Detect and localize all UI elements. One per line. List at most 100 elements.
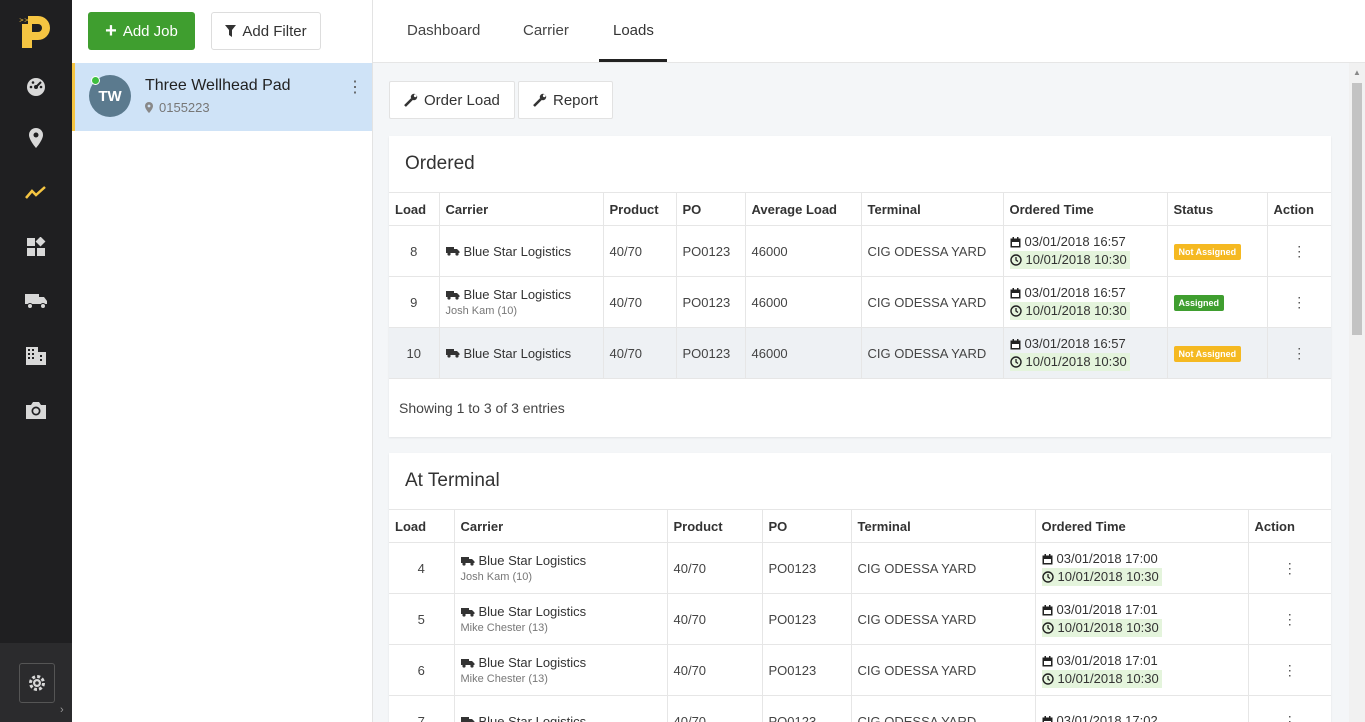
col-po[interactable]: PO (676, 192, 746, 226)
product-cell: 40/70 (603, 225, 677, 277)
expand-rail-chevron-icon[interactable]: › (60, 704, 64, 716)
driver-name: Mike Chester (13) (460, 673, 548, 685)
app-logo[interactable]: >> (18, 12, 54, 50)
col-product[interactable]: Product (603, 192, 677, 226)
carrier-name: Blue Star Logistics (445, 346, 597, 361)
report-button[interactable]: Report (518, 81, 614, 119)
carrier-cell: Blue Star Logistics Mike Chester (13) (454, 644, 668, 696)
row-menu-icon[interactable]: ⋮ (1282, 661, 1297, 678)
job-name: Three Wellhead Pad (145, 77, 291, 94)
col-status[interactable]: Status (1167, 192, 1268, 226)
camera-icon[interactable] (24, 398, 48, 422)
load-number: 7 (389, 695, 455, 722)
terminal-cell: CIG ODESSA YARD (851, 695, 1036, 722)
action-cell: ⋮ (1267, 276, 1331, 328)
row-menu-icon[interactable]: ⋮ (1282, 712, 1297, 722)
jobs-panel: + Add Job Add Filter TW Three Wellhead P… (72, 0, 373, 722)
col-terminal[interactable]: Terminal (861, 192, 1004, 226)
add-job-button[interactable]: + Add Job (88, 12, 195, 50)
eta-time: 10/01/2018 10:30 (1041, 568, 1162, 586)
widgets-icon[interactable] (24, 235, 48, 259)
table-row[interactable]: 10 Blue Star Logistics 40/70 PO0123 46000 CIG… (389, 327, 1331, 379)
ordered-time-cell: 03/01/2018 16:57 10/01/2018 10:30 (1003, 327, 1168, 379)
col-load[interactable]: Load (389, 509, 455, 543)
online-status-dot (91, 76, 100, 85)
row-menu-icon[interactable]: ⋮ (1282, 610, 1297, 627)
table-row[interactable]: 6 Blue Star Logistics Mike Chester (13) 40/… (389, 644, 1331, 696)
calendar-icon (1042, 604, 1052, 615)
product-cell: 40/70 (667, 695, 763, 722)
vertical-scrollbar[interactable]: ▲ (1349, 63, 1365, 722)
product-cell: 40/70 (603, 276, 677, 328)
ordered-time: 03/01/2018 17:01 (1042, 652, 1242, 670)
add-filter-button[interactable]: Add Filter (211, 12, 321, 50)
average-load-cell: 46000 (745, 225, 862, 277)
col-action: Action (1248, 509, 1331, 543)
plus-icon: + (105, 20, 117, 42)
ordered-time-cell: 03/01/2018 17:01 10/01/2018 10:30 (1035, 593, 1249, 645)
tab-dashboard[interactable]: Dashboard (407, 22, 481, 39)
ordered-header-row: Load Carrier Product PO Average Load Ter… (389, 192, 1331, 226)
eta-time: 10/01/2018 10:30 (1009, 302, 1130, 320)
carrier-name: Blue Star Logistics (460, 714, 661, 722)
load-number: 9 (389, 276, 440, 328)
row-menu-icon[interactable]: ⋮ (1292, 344, 1307, 361)
at-terminal-panel: At Terminal Load Carrier Product PO Term… (389, 453, 1331, 722)
action-cell: ⋮ (1248, 593, 1331, 645)
left-nav-rail: >> › (0, 0, 72, 722)
row-menu-icon[interactable]: ⋮ (1292, 242, 1307, 259)
ordered-panel: Ordered Load Carrier Product PO Average … (389, 136, 1331, 437)
ordered-time-cell: 03/01/2018 16:57 10/01/2018 10:30 (1003, 225, 1168, 277)
truck-icon[interactable] (24, 289, 48, 313)
po-cell: PO0123 (762, 542, 852, 594)
truck-icon (460, 556, 474, 566)
ordered-entries-info: Showing 1 to 3 of 3 entries (399, 400, 565, 416)
col-product[interactable]: Product (667, 509, 763, 543)
trend-icon[interactable] (24, 180, 48, 204)
carrier-name: Blue Star Logistics (460, 553, 661, 568)
table-row[interactable]: 8 Blue Star Logistics 40/70 PO0123 46000 CIG … (389, 225, 1331, 277)
col-load[interactable]: Load (389, 192, 440, 226)
driver-name: Josh Kam (10) (460, 571, 533, 583)
row-menu-icon[interactable]: ⋮ (1292, 293, 1307, 310)
scroll-up-arrow-icon[interactable]: ▲ (1353, 68, 1361, 77)
carrier-name: Blue Star Logistics (460, 604, 661, 619)
scrollbar-thumb[interactable] (1352, 83, 1362, 335)
wrench-icon (404, 93, 418, 107)
settings-button[interactable] (19, 663, 55, 703)
building-icon[interactable] (24, 344, 48, 368)
tab-loads[interactable]: Loads (613, 22, 654, 39)
carrier-name: Blue Star Logistics (445, 287, 597, 302)
load-number: 10 (389, 327, 440, 379)
table-row[interactable]: 4 Blue Star Logistics Josh Kam (10) 40/70 PO… (389, 542, 1331, 594)
col-average-load[interactable]: Average Load (745, 192, 862, 226)
table-row[interactable]: 9 Blue Star Logistics Josh Kam (10) 40/70 PO… (389, 276, 1331, 328)
carrier-cell: Blue Star Logistics Josh Kam (10) (454, 542, 668, 594)
col-po[interactable]: PO (762, 509, 852, 543)
job-menu-icon[interactable]: ⋮ (347, 79, 363, 96)
carrier-cell: Blue Star Logistics (439, 327, 604, 379)
at-terminal-table: Load Carrier Product PO Terminal Ordered… (389, 509, 1331, 722)
table-row[interactable]: 5 Blue Star Logistics Mike Chester (13) 40/… (389, 593, 1331, 645)
col-carrier[interactable]: Carrier (439, 192, 604, 226)
order-load-button[interactable]: Order Load (389, 81, 515, 119)
row-menu-icon[interactable]: ⋮ (1282, 559, 1297, 576)
table-row[interactable]: 7 Blue Star Logistics 40/70 PO0123 CIG ODESS… (389, 695, 1331, 722)
clock-icon (1041, 622, 1054, 634)
col-ordered-time[interactable]: Ordered Time (1003, 192, 1168, 226)
map-pin-icon[interactable] (24, 126, 48, 150)
ordered-time-cell: 03/01/2018 16:57 10/01/2018 10:30 (1003, 276, 1168, 328)
po-cell: PO0123 (762, 644, 852, 696)
job-card-selected[interactable]: TW Three Wellhead Pad 0155223 ⋮ (72, 63, 372, 131)
col-ordered-time[interactable]: Ordered Time (1035, 509, 1249, 543)
carrier-cell: Blue Star Logistics Josh Kam (10) (439, 276, 604, 328)
dashboard-icon[interactable] (24, 74, 48, 98)
product-cell: 40/70 (667, 644, 763, 696)
tab-carrier[interactable]: Carrier (523, 22, 569, 39)
col-terminal[interactable]: Terminal (851, 509, 1036, 543)
ordered-title: Ordered (405, 153, 475, 174)
gear-icon (29, 675, 45, 691)
col-carrier[interactable]: Carrier (454, 509, 668, 543)
svg-text:>>: >> (19, 17, 29, 24)
eta-time: 10/01/2018 10:30 (1009, 251, 1130, 269)
